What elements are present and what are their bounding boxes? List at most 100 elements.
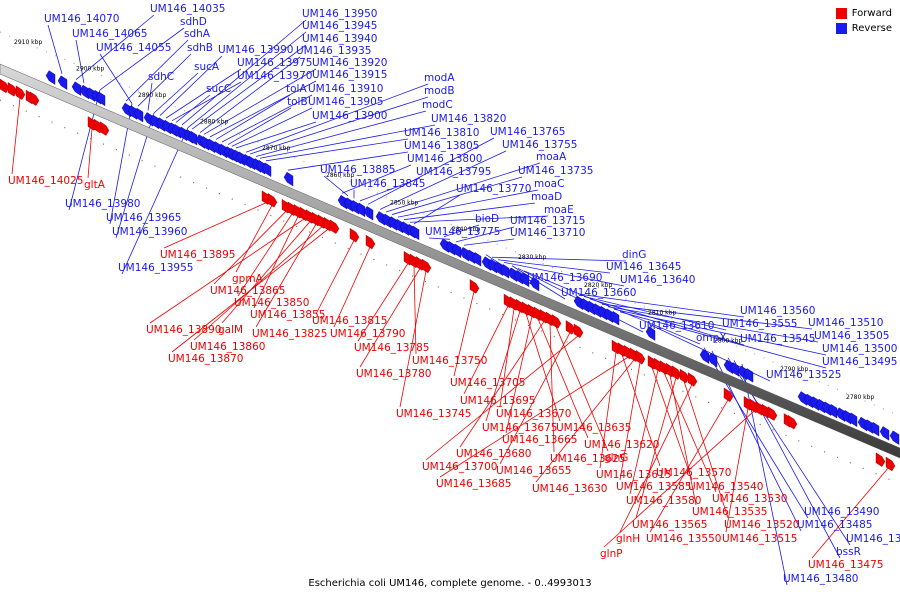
reverse-gene-label[interactable]: sdhA: [184, 28, 211, 40]
forward-gene-label[interactable]: UM146_13655: [496, 465, 571, 477]
reverse-gene-label[interactable]: UM146_14065: [72, 28, 147, 40]
reverse-gene-label[interactable]: UM146_13805: [404, 140, 479, 152]
reverse-gene-label[interactable]: modA: [424, 72, 455, 84]
forward-gene-label[interactable]: UM146_13825: [252, 328, 327, 340]
forward-gene-label[interactable]: UM146_13745: [396, 408, 471, 420]
forward-gene-label[interactable]: UM146_13680: [456, 448, 531, 460]
forward-gene-label[interactable]: UM146_13695: [460, 395, 535, 407]
forward-gene-label[interactable]: UM146_13570: [656, 467, 731, 479]
reverse-gene-label[interactable]: modB: [424, 85, 455, 97]
reverse-gene-label[interactable]: UM146_13990: [218, 44, 293, 56]
forward-gene-label[interactable]: UM146_13620: [584, 439, 659, 451]
forward-gene-label[interactable]: UM146_13585: [616, 481, 691, 493]
forward-gene-label[interactable]: UM146_13890: [146, 324, 221, 336]
reverse-gene-label[interactable]: UM146_13945: [302, 20, 377, 32]
reverse-gene-label[interactable]: UM146_13950: [302, 8, 377, 20]
forward-gene-label[interactable]: UM146_13535: [692, 506, 767, 518]
reverse-gene-label[interactable]: UM146_13480: [783, 573, 858, 585]
forward-gene-label[interactable]: UM146_13565: [632, 519, 707, 531]
reverse-gene-label[interactable]: UM146_13845: [350, 178, 425, 190]
reverse-gene-label[interactable]: tolA: [286, 83, 307, 95]
reverse-gene-label[interactable]: UM146_13465: [846, 533, 900, 545]
forward-gene-label[interactable]: UM146_13675: [482, 422, 557, 434]
reverse-gene-label[interactable]: UM146_13905: [308, 96, 383, 108]
reverse-gene-label[interactable]: dinG: [622, 249, 646, 261]
forward-gene-label[interactable]: UM146_13635: [556, 422, 631, 434]
reverse-gene-label[interactable]: UM146_13610: [639, 320, 714, 332]
reverse-gene-label[interactable]: UM146_13525: [766, 369, 841, 381]
reverse-gene-label[interactable]: sdhD: [180, 16, 207, 28]
reverse-gene-label[interactable]: moaA: [536, 151, 567, 163]
reverse-gene-label[interactable]: UM146_13975: [237, 57, 312, 69]
reverse-gene-label[interactable]: UM146_13545: [740, 333, 815, 345]
reverse-gene-label[interactable]: UM146_13485: [797, 519, 872, 531]
reverse-gene-label[interactable]: UM146_13690: [527, 272, 602, 284]
forward-gene-label[interactable]: UM146_13530: [712, 493, 787, 505]
reverse-gene-label[interactable]: UM146_13810: [404, 127, 479, 139]
reverse-gene-label[interactable]: UM146_13820: [431, 113, 506, 125]
forward-gene-label[interactable]: UM146_13895: [160, 249, 235, 261]
reverse-gene-label[interactable]: UM146_13775: [425, 226, 500, 238]
reverse-gene-label[interactable]: moaE: [544, 204, 574, 216]
reverse-gene-label[interactable]: UM146_13935: [296, 45, 371, 57]
reverse-gene-label[interactable]: tolB: [287, 96, 308, 108]
forward-gene-label[interactable]: glnH: [616, 533, 640, 545]
reverse-gene-label[interactable]: bioD: [475, 213, 499, 225]
forward-gene-label[interactable]: galM: [218, 324, 243, 336]
reverse-gene-label[interactable]: UM146_13940: [302, 33, 377, 45]
forward-gene-label[interactable]: UM146_13705: [450, 377, 525, 389]
reverse-gene-label[interactable]: sdhB: [187, 42, 213, 54]
forward-gene-label[interactable]: UM146_14025: [8, 175, 83, 187]
forward-gene-label[interactable]: UM146_13790: [330, 328, 405, 340]
reverse-gene-label[interactable]: UM146_13645: [606, 261, 681, 273]
forward-gene-label[interactable]: UM146_13520: [724, 519, 799, 531]
forward-gene-label[interactable]: UM146_13630: [532, 483, 607, 495]
reverse-gene-label[interactable]: UM146_13755: [502, 139, 577, 151]
reverse-gene-label[interactable]: moaC: [534, 178, 564, 190]
reverse-gene-label[interactable]: UM146_13970: [237, 70, 312, 82]
reverse-gene-label[interactable]: ompX: [696, 332, 727, 344]
reverse-gene-label[interactable]: UM146_13660: [561, 287, 636, 299]
forward-gene-label[interactable]: UM146_13515: [722, 533, 797, 545]
reverse-gene-label[interactable]: UM146_14035: [150, 3, 225, 15]
forward-gene-label[interactable]: UM146_13615: [596, 469, 671, 481]
reverse-gene-label[interactable]: UM146_13795: [416, 166, 491, 178]
forward-gene-label[interactable]: UM146_13670: [496, 408, 571, 420]
reverse-gene-label[interactable]: modC: [422, 99, 453, 111]
forward-gene-label[interactable]: glnG: [604, 452, 628, 464]
forward-gene-label[interactable]: UM146_13665: [502, 434, 577, 446]
reverse-gene-label[interactable]: UM146_13495: [822, 356, 897, 368]
reverse-gene-label[interactable]: UM146_13560: [740, 305, 815, 317]
reverse-gene-label[interactable]: UM146_13915: [312, 69, 387, 81]
reverse-gene-label[interactable]: UM146_13900: [312, 110, 387, 122]
forward-gene-label[interactable]: UM146_13860: [190, 341, 265, 353]
reverse-gene-label[interactable]: moaD: [531, 191, 562, 203]
forward-gene-label[interactable]: gltA: [84, 179, 106, 191]
reverse-gene-label[interactable]: UM146_13980: [65, 198, 140, 210]
reverse-gene-label[interactable]: sucC: [206, 83, 231, 95]
reverse-gene-label[interactable]: UM146_13735: [518, 165, 593, 177]
reverse-gene-label[interactable]: UM146_13555: [722, 318, 797, 330]
forward-gene-label[interactable]: UM146_13625: [550, 453, 625, 465]
forward-gene-label[interactable]: UM146_13785: [354, 342, 429, 354]
forward-gene-label[interactable]: UM146_13870: [168, 353, 243, 365]
reverse-gene-label[interactable]: UM146_14070: [44, 13, 119, 25]
forward-gene-label[interactable]: UM146_13865: [210, 285, 285, 297]
reverse-gene-label[interactable]: UM146_13800: [407, 153, 482, 165]
reverse-gene-label[interactable]: UM146_13710: [510, 227, 585, 239]
forward-gene-label[interactable]: UM146_13700: [422, 461, 497, 473]
reverse-gene-label[interactable]: UM146_13910: [308, 83, 383, 95]
reverse-gene-label[interactable]: UM146_13715: [510, 215, 585, 227]
reverse-gene-label[interactable]: UM146_14055: [96, 42, 171, 54]
reverse-gene-label[interactable]: UM146_13965: [106, 212, 181, 224]
reverse-gene-label[interactable]: UM146_13955: [118, 262, 193, 274]
forward-gene-label[interactable]: UM146_13780: [356, 368, 431, 380]
reverse-gene-label[interactable]: UM146_13765: [490, 126, 565, 138]
reverse-gene-label[interactable]: UM146_13500: [822, 343, 897, 355]
reverse-gene-label[interactable]: UM146_13920: [312, 57, 387, 69]
reverse-gene-label[interactable]: bssR: [836, 546, 861, 558]
forward-gene-label[interactable]: glnP: [600, 548, 623, 560]
reverse-gene-label[interactable]: UM146_13510: [808, 317, 883, 329]
reverse-gene-label[interactable]: sdhC: [148, 71, 174, 83]
forward-gene-label[interactable]: UM146_13580: [626, 495, 701, 507]
